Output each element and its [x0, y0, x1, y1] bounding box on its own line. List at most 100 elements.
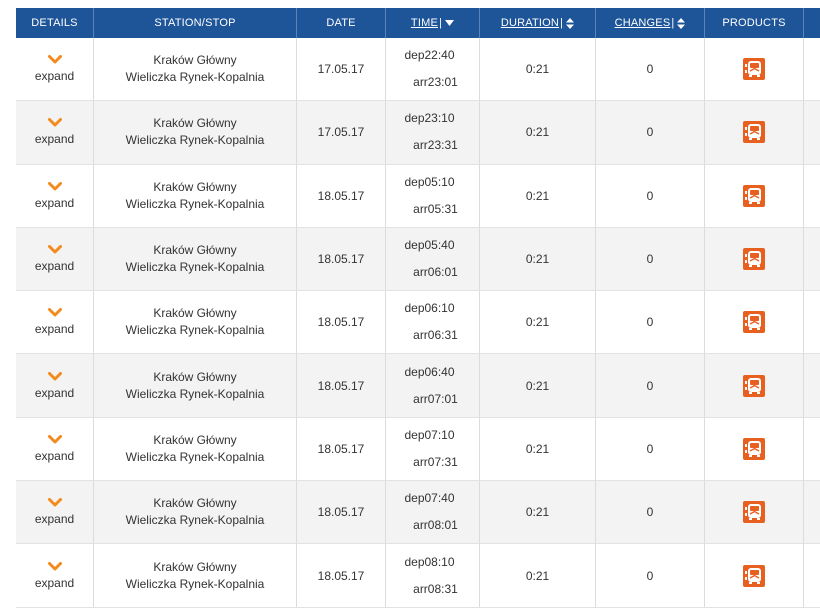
- time-cell: dep23:10 arr23:31: [386, 101, 480, 164]
- expand-label: expand: [34, 259, 75, 274]
- arrival-time: arr06:31: [413, 328, 458, 343]
- header-duration-sort[interactable]: DURATION |: [480, 8, 596, 38]
- products-cell: [705, 164, 804, 227]
- bus-product-icon[interactable]: [743, 184, 765, 207]
- station-cell: Kraków Główny Wieliczka Rynek-Kopalnia: [94, 164, 297, 227]
- departure-time: dep23:10: [404, 111, 455, 126]
- date-cell: 18.05.17: [297, 291, 386, 354]
- expand-button[interactable]: expand: [16, 291, 94, 354]
- changes-cell: 0: [596, 291, 705, 354]
- chevron-down-icon: [47, 55, 62, 64]
- expand-button[interactable]: expand: [16, 101, 94, 164]
- header-date: DATE: [297, 8, 386, 38]
- table-row: expand Kraków Główny Wieliczka Rynek-Kop…: [16, 417, 820, 482]
- time-cell: dep07:10 arr07:31: [386, 417, 480, 481]
- changes-cell: 0: [596, 38, 705, 101]
- header-changes-sort[interactable]: CHANGES |: [596, 8, 705, 38]
- chevron-down-icon: [47, 181, 62, 191]
- duration-cell: 0:21: [480, 417, 596, 481]
- expand-button[interactable]: expand: [16, 417, 94, 481]
- table-row: expand Kraków Główny Wieliczka Rynek-Kop…: [16, 38, 820, 102]
- products-cell: [705, 544, 804, 607]
- changes-cell: 0: [596, 417, 705, 481]
- header-extra: [804, 8, 820, 38]
- expand-button[interactable]: expand: [16, 164, 94, 227]
- header-time-sort[interactable]: TIME |: [386, 8, 480, 38]
- expand-button[interactable]: expand: [16, 354, 94, 417]
- expand-label: expand: [34, 575, 75, 590]
- from-station: Kraków Główny: [153, 116, 237, 131]
- time-cell: dep06:10 arr06:31: [386, 291, 480, 354]
- connections-table: DETAILS STATION/STOP DATE TIME | DURATIO…: [16, 8, 820, 608]
- to-station: Wieliczka Rynek-Kopalnia: [125, 386, 265, 401]
- expand-button[interactable]: expand: [16, 544, 94, 607]
- bus-product-icon[interactable]: [743, 437, 765, 460]
- row-extra: [804, 165, 820, 227]
- header-products: PRODUCTS: [705, 8, 804, 38]
- table-row: expand Kraków Główny Wieliczka Rynek-Kop…: [16, 354, 820, 418]
- row-extra: [804, 481, 820, 543]
- expand-button[interactable]: expand: [16, 481, 94, 544]
- departure-time: dep06:40: [404, 364, 455, 379]
- changes-cell: 0: [596, 354, 705, 417]
- bus-product-icon[interactable]: [743, 58, 765, 81]
- expand-button[interactable]: expand: [16, 38, 94, 101]
- station-cell: Kraków Główny Wieliczka Rynek-Kopalnia: [94, 354, 297, 417]
- chevron-down-icon: [47, 308, 62, 317]
- bus-product-icon[interactable]: [743, 564, 765, 587]
- bus-product-icon[interactable]: [743, 374, 765, 397]
- arrival-time: arr23:01: [413, 75, 458, 90]
- to-station: Wieliczka Rynek-Kopalnia: [125, 133, 265, 148]
- chevron-down-icon: [47, 434, 62, 444]
- duration-cell: 0:21: [480, 544, 596, 607]
- table-row: expand Kraków Główny Wieliczka Rynek-Kop…: [16, 227, 820, 292]
- bus-product-icon[interactable]: [743, 501, 765, 524]
- from-station: Kraków Główny: [153, 369, 237, 384]
- station-cell: Kraków Główny Wieliczka Rynek-Kopalnia: [94, 38, 297, 101]
- changes-cell: 0: [596, 481, 705, 544]
- expand-label: expand: [34, 132, 75, 147]
- departure-time: dep07:10: [404, 427, 455, 442]
- row-extra: [804, 291, 820, 353]
- expand-label: expand: [34, 448, 75, 463]
- products-cell: [705, 291, 804, 354]
- table-row: expand Kraków Główny Wieliczka Rynek-Kop…: [16, 544, 820, 608]
- station-cell: Kraków Główny Wieliczka Rynek-Kopalnia: [94, 291, 297, 354]
- departure-time: dep06:10: [404, 301, 455, 316]
- arrival-time: arr08:01: [413, 518, 458, 533]
- station-cell: Kraków Główny Wieliczka Rynek-Kopalnia: [94, 417, 297, 481]
- date-cell: 18.05.17: [297, 354, 386, 417]
- duration-cell: 0:21: [480, 227, 596, 291]
- station-cell: Kraków Główny Wieliczka Rynek-Kopalnia: [94, 481, 297, 544]
- header-changes-label: CHANGES: [614, 17, 671, 29]
- row-extra: [804, 418, 820, 480]
- departure-time: dep22:40: [404, 48, 455, 63]
- expand-label: expand: [34, 69, 75, 84]
- duration-cell: 0:21: [480, 291, 596, 354]
- from-station: Kraków Główny: [153, 496, 237, 511]
- products-cell: [705, 227, 804, 291]
- time-cell: dep05:10 arr05:31: [386, 164, 480, 227]
- arrival-time: arr23:31: [413, 138, 458, 153]
- row-extra: [804, 101, 820, 163]
- bus-product-icon[interactable]: [743, 311, 765, 334]
- to-station: Wieliczka Rynek-Kopalnia: [125, 70, 265, 85]
- header-time-label: TIME: [410, 17, 438, 29]
- expand-label: expand: [34, 322, 75, 337]
- bus-product-icon[interactable]: [743, 121, 765, 144]
- row-extra: [804, 354, 820, 416]
- departure-time: dep05:10: [404, 174, 455, 189]
- table-row: expand Kraków Główny Wieliczka Rynek-Kop…: [16, 101, 820, 165]
- chevron-down-icon: [47, 561, 62, 571]
- date-cell: 18.05.17: [297, 227, 386, 291]
- time-cell: dep06:40 arr07:01: [386, 354, 480, 417]
- changes-cell: 0: [596, 227, 705, 291]
- arrival-time: arr08:31: [413, 581, 458, 596]
- bus-product-icon[interactable]: [743, 248, 765, 271]
- to-station: Wieliczka Rynek-Kopalnia: [125, 323, 265, 338]
- expand-button[interactable]: expand: [16, 227, 94, 291]
- station-cell: Kraków Główny Wieliczka Rynek-Kopalnia: [94, 227, 297, 291]
- sort-arrows-icon: [566, 17, 575, 29]
- arrival-time: arr06:01: [413, 265, 458, 280]
- duration-cell: 0:21: [480, 101, 596, 164]
